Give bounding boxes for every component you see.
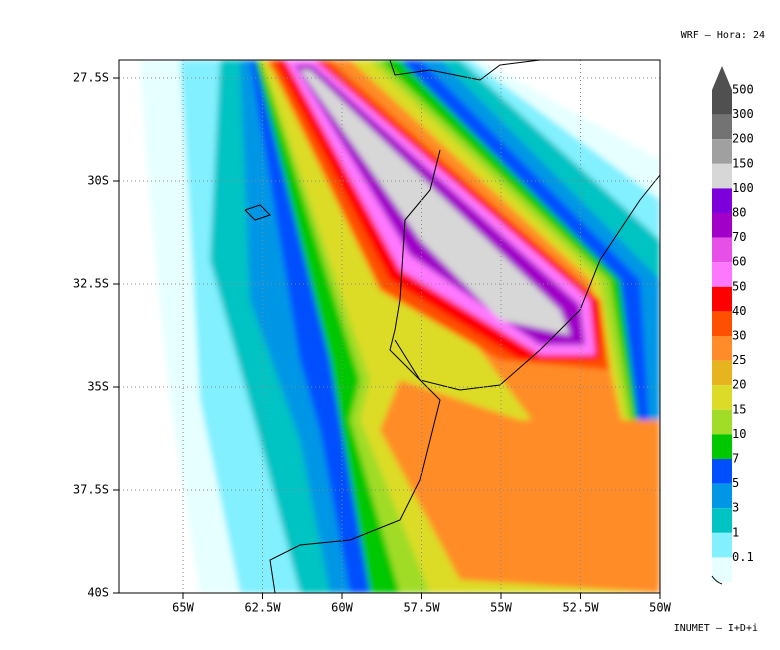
- colorbar-label: 20: [732, 378, 746, 392]
- colorbar-label: 3: [732, 501, 739, 515]
- colorbar-swatch: [712, 532, 732, 558]
- colorbar-swatch: [712, 508, 732, 533]
- colorbar-label: 25: [732, 353, 746, 367]
- colorbar-swatch: [712, 409, 732, 435]
- lat-tick-label: 27.5S: [73, 71, 109, 85]
- ticks: 27.5S 30S 32.5S 35S 37.5S 40S 65W 62.5W 60W 57.5W…: [73, 71, 672, 615]
- lat-tick-label: 35S: [87, 380, 109, 394]
- colorbar-label: 7: [732, 452, 739, 466]
- colorbar-swatch: [712, 459, 732, 484]
- colorbar-swatch: [712, 262, 732, 287]
- colorbar-swatch: [712, 188, 732, 213]
- colorbar-swatch: [712, 213, 732, 238]
- lon-tick-label: 60W: [331, 601, 353, 615]
- header: WRF – Hora: 24: [681, 30, 765, 41]
- colorbar-cap: [712, 66, 732, 90]
- colorbar-label: 0.1: [732, 550, 754, 564]
- colorbar-label: 200: [732, 132, 754, 146]
- footer: INUMET – I+D+i: [674, 623, 758, 634]
- colorbar-label: 40: [732, 304, 746, 318]
- colorbar-swatch: [712, 90, 732, 115]
- colorbar-label: 50: [732, 279, 746, 293]
- colorbar-label: 1: [732, 525, 739, 539]
- colorbar-label: 300: [732, 107, 754, 121]
- lat-tick-label: 32.5S: [73, 277, 109, 291]
- map-frame: [118, 59, 661, 594]
- colorbar-label: 5: [732, 476, 739, 490]
- colorbar-tail: [711, 575, 723, 585]
- colorbar-label: 15: [732, 402, 746, 416]
- colorbar-swatch: [712, 557, 732, 582]
- lon-tick-label: 50W: [649, 601, 671, 615]
- coastlines: [244, 60, 660, 593]
- colorbar-swatch: [712, 114, 732, 140]
- colorbar-swatch: [712, 139, 732, 164]
- colorbar-label: 60: [732, 255, 746, 269]
- colorbar-swatch: [712, 385, 732, 410]
- colorbar-label: 30: [732, 329, 746, 343]
- lon-tick-label: 52.5W: [562, 601, 599, 615]
- precipitation-field: [119, 60, 660, 593]
- colorbar-swatch: [712, 163, 732, 189]
- lon-tick-label: 62.5W: [244, 601, 281, 615]
- colorbar-label: 100: [732, 181, 754, 195]
- lat-tick-label: 30S: [87, 174, 109, 188]
- grid: [119, 60, 660, 593]
- colorbar-swatch: [712, 360, 732, 386]
- colorbar-swatch: [712, 311, 732, 336]
- lon-tick-label: 57.5W: [403, 601, 440, 615]
- colorbar-swatch: [712, 483, 732, 509]
- lon-tick-label: 65W: [172, 601, 194, 615]
- colorbar: 500 300 200 150 100 80 70 60 50 40 30 25 20 15 10 7 5 3 1 0…: [711, 66, 754, 585]
- colorbar-label: 10: [732, 427, 746, 441]
- colorbar-swatch: [712, 286, 732, 312]
- lat-tick-label: 40S: [87, 586, 109, 600]
- colorbar-swatch: [712, 336, 732, 361]
- colorbar-label: 70: [732, 230, 746, 244]
- colorbar-label: 80: [732, 206, 746, 220]
- lon-tick-label: 55W: [490, 601, 512, 615]
- colorbar-label: 150: [732, 156, 754, 170]
- lat-tick-label: 37.5S: [73, 483, 109, 497]
- colorbar-label: 500: [732, 83, 754, 97]
- colorbar-swatch: [712, 237, 732, 263]
- colorbar-swatch: [712, 434, 732, 459]
